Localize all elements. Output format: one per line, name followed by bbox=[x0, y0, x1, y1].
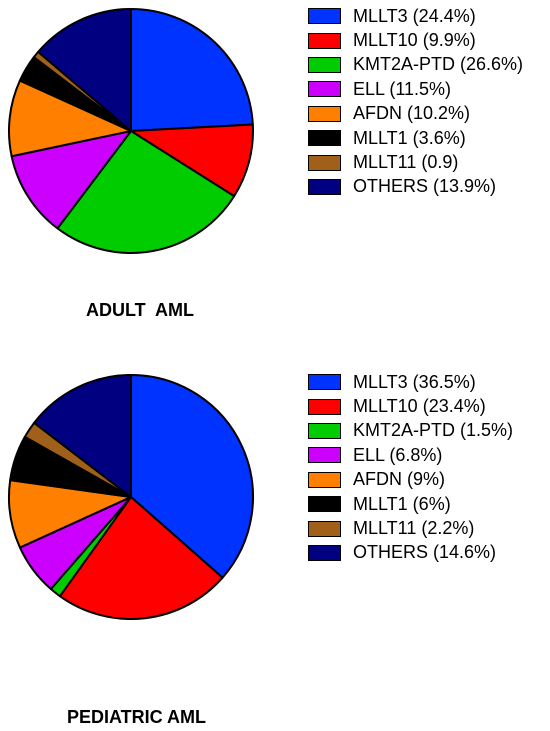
pediatric-legend-item-ell: ELL (6.8%) bbox=[308, 443, 513, 467]
pediatric-aml-pie-chart bbox=[7, 374, 254, 620]
adult-slice-mllt10 bbox=[130, 123, 254, 198]
legend-swatch bbox=[308, 32, 341, 49]
legend-label: MLLT3 (36.5%) bbox=[353, 371, 476, 392]
legend-swatch bbox=[308, 422, 341, 439]
legend-swatch bbox=[308, 154, 341, 171]
adult-slice-others bbox=[37, 8, 132, 132]
legend-swatch bbox=[308, 398, 341, 415]
pediatric-slice-others bbox=[33, 374, 132, 498]
adult-legend-item-mllt11: MLLT11 (0.9) bbox=[308, 150, 523, 174]
legend-swatch bbox=[308, 374, 341, 391]
legend-label: OTHERS (14.6%) bbox=[353, 542, 497, 563]
adult-slice-kmt2a-ptd bbox=[56, 130, 236, 254]
adult-aml-legend: MLLT3 (24.4%) MLLT10 (9.9%) KMT2A-PTD (26.… bbox=[308, 4, 523, 199]
pediatric-slice-mllt3 bbox=[130, 374, 254, 579]
legend-swatch bbox=[308, 178, 341, 195]
pediatric-legend-item-mllt10: MLLT10 (23.4%) bbox=[308, 394, 513, 418]
adult-legend-item-ell: ELL (11.5%) bbox=[308, 77, 523, 101]
legend-swatch bbox=[308, 520, 341, 537]
adult-aml-panel: MLLT3 (24.4%) MLLT10 (9.9%) KMT2A-PTD (26.… bbox=[0, 0, 550, 365]
legend-label: AFDN (9%) bbox=[353, 469, 446, 490]
legend-swatch bbox=[308, 130, 341, 147]
legend-swatch bbox=[308, 56, 341, 73]
legend-label: AFDN (10.2%) bbox=[353, 103, 471, 124]
adult-aml-pie-chart bbox=[8, 8, 254, 254]
adult-legend-item-afdn: AFDN (10.2%) bbox=[308, 102, 523, 126]
adult-legend-item-others: OTHERS (13.9%) bbox=[308, 175, 523, 199]
pediatric-legend-item-afdn: AFDN (9%) bbox=[308, 468, 513, 492]
pediatric-legend-item-others: OTHERS (14.6%) bbox=[308, 541, 513, 565]
legend-swatch bbox=[308, 544, 341, 561]
adult-legend-item-mllt1: MLLT1 (3.6%) bbox=[308, 126, 523, 150]
legend-swatch bbox=[308, 8, 341, 25]
pediatric-legend-item-mllt11: MLLT11 (2.2%) bbox=[308, 516, 513, 540]
legend-label: MLLT1 (3.6%) bbox=[353, 127, 466, 148]
legend-label: ELL (11.5%) bbox=[353, 78, 452, 99]
adult-aml-title: ADULT AML bbox=[86, 300, 194, 320]
adult-legend-item-kmt2a-ptd: KMT2A-PTD (26.6%) bbox=[308, 53, 523, 77]
adult-slice-afdn bbox=[8, 79, 132, 158]
legend-label: MLLT3 (24.4%) bbox=[353, 5, 476, 26]
legend-label: KMT2A-PTD (26.6%) bbox=[353, 54, 524, 75]
legend-label: MLLT11 (2.2%) bbox=[353, 518, 475, 539]
legend-label: ELL (6.8%) bbox=[353, 444, 443, 465]
pediatric-aml-panel: MLLT3 (36.5%) MLLT10 (23.4%) KMT2A-PTD (1.… bbox=[0, 366, 550, 731]
legend-swatch bbox=[308, 81, 341, 98]
legend-label: MLLT1 (6%) bbox=[353, 493, 451, 514]
pediatric-legend-item-mllt1: MLLT1 (6%) bbox=[308, 492, 513, 516]
adult-slice-mllt3 bbox=[130, 8, 254, 132]
pediatric-aml-title: PEDIATRIC AML bbox=[67, 707, 206, 727]
legend-label: MLLT10 (9.9%) bbox=[353, 30, 476, 51]
pediatric-legend-item-kmt2a-ptd: KMT2A-PTD (1.5%) bbox=[308, 419, 513, 443]
adult-legend-item-mllt3: MLLT3 (24.4%) bbox=[308, 4, 523, 28]
legend-swatch bbox=[308, 496, 341, 513]
adult-legend-item-mllt10: MLLT10 (9.9%) bbox=[308, 28, 523, 52]
legend-swatch bbox=[308, 471, 341, 488]
pediatric-legend-item-mllt3: MLLT3 (36.5%) bbox=[308, 370, 513, 394]
pediatric-aml-legend: MLLT3 (36.5%) MLLT10 (23.4%) KMT2A-PTD (1.… bbox=[308, 370, 513, 565]
legend-label: OTHERS (13.9%) bbox=[353, 176, 497, 197]
legend-swatch bbox=[308, 105, 341, 122]
legend-label: MLLT10 (23.4%) bbox=[353, 396, 486, 417]
legend-label: MLLT11 (0.9) bbox=[353, 152, 459, 173]
legend-swatch bbox=[308, 447, 341, 464]
adult-slice-ell bbox=[10, 130, 132, 230]
pediatric-slice-mllt10 bbox=[58, 496, 224, 620]
legend-label: KMT2A-PTD (1.5%) bbox=[353, 420, 514, 441]
